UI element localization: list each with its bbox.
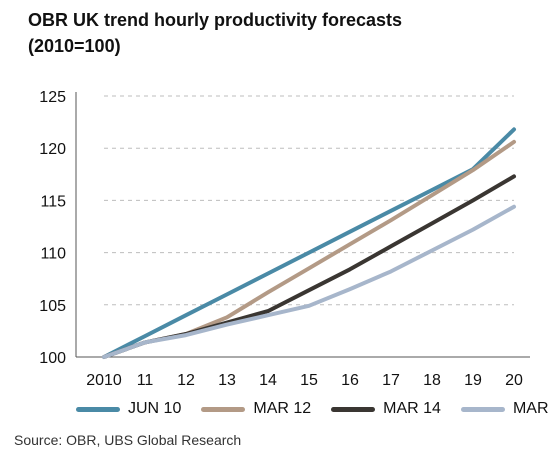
legend-item: MAR 14 — [331, 400, 441, 418]
series-line-jun-10 — [102, 127, 516, 359]
legend-swatch — [460, 406, 505, 412]
chart-subtitle: (2010=100) — [28, 36, 121, 56]
y-tick-label: 105 — [39, 298, 66, 315]
x-tick-label: 13 — [218, 372, 236, 389]
series-lines — [102, 127, 516, 359]
legend-label: MAR 12 — [253, 400, 312, 417]
legend-label: MAR 14 — [383, 400, 441, 417]
x-tick-label: 17 — [382, 372, 400, 389]
legend-swatch — [201, 406, 246, 412]
x-tick-label: 20 — [505, 372, 523, 389]
y-axis-ticks: 100 105 110 115 120 125 — [39, 89, 66, 367]
y-tick-label: 110 — [40, 246, 66, 263]
axes — [75, 92, 530, 358]
x-tick-label: 2010 — [86, 372, 122, 389]
grid-lines — [104, 95, 514, 306]
x-axis-ticks: 2010 11 12 13 14 15 16 17 18 19 20 — [86, 372, 523, 389]
x-tick-label: 12 — [177, 372, 195, 389]
series-line-mar-16 — [102, 204, 516, 359]
x-tick-label: 15 — [300, 372, 318, 389]
legend-label: MAR 16 — [512, 400, 552, 417]
legend: JUN 10 MAR 12 MAR 14 MAR 16 — [76, 400, 552, 418]
y-tick-label: 125 — [39, 89, 66, 106]
chart-title: OBR UK trend hourly productivity forecas… — [28, 10, 403, 30]
legend-swatch — [331, 406, 376, 412]
legend-item: JUN 10 — [76, 400, 181, 418]
y-tick-label: 100 — [39, 350, 66, 367]
x-tick-label: 18 — [423, 372, 441, 389]
y-tick-label: 115 — [40, 193, 66, 210]
x-tick-label: 11 — [137, 372, 154, 389]
legend-swatch — [76, 406, 120, 412]
legend-label: JUN 10 — [128, 400, 182, 417]
source-note: Source: OBR, UBS Global Research — [14, 432, 242, 448]
y-tick-label: 120 — [39, 141, 66, 158]
legend-item: MAR 12 — [201, 400, 311, 418]
x-tick-label: 19 — [464, 372, 482, 389]
x-tick-label: 16 — [341, 372, 359, 389]
legend-item: MAR 16 — [460, 400, 552, 418]
x-tick-label: 14 — [259, 372, 277, 389]
